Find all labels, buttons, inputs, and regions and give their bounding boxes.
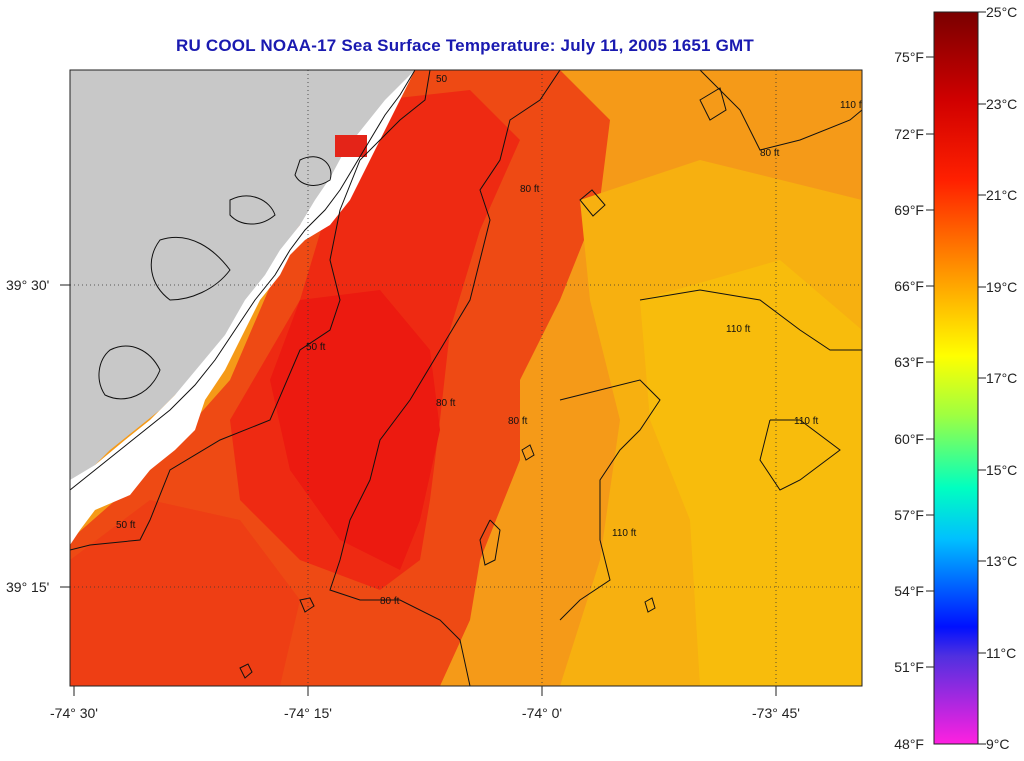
cb-celsius-label: 15°C [986,462,1017,478]
lon-label: -73° 45' [752,705,800,721]
cb-celsius-label: 23°C [986,96,1017,112]
contour-label: 110 ft [794,416,818,427]
cb-fahrenheit-label: 51°F [894,659,924,675]
colorbar-ticks [926,11,986,745]
colorbar [933,11,979,745]
lon-label: -74° 0' [522,705,562,721]
contour-label: 110 ft [840,100,864,111]
contour-label: 50 ft [116,520,136,531]
cb-celsius-label: 11°C [986,645,1016,661]
lat-lon-grid [70,70,862,686]
cb-fahrenheit-label: 69°F [894,202,924,218]
sst-band-cool2 [640,260,862,686]
cb-fahrenheit-label: 54°F [894,583,924,599]
lat-label: 39° 30' [6,277,49,293]
contour-label: 80 ft [436,398,456,409]
axis-ticks [60,284,777,696]
contour-label: 80 ft [520,184,540,195]
map-title: RU COOL NOAA-17 Sea Surface Temperature:… [176,36,754,55]
contour-label: 80 ft [760,148,780,159]
cb-fahrenheit-label: 75°F [894,49,924,65]
cb-celsius-label: 9°C [986,736,1010,752]
cb-celsius-label: 17°C [986,370,1017,386]
cb-fahrenheit-label: 60°F [894,431,924,447]
contour-label: 80 ft [508,416,528,427]
contour-label: 50 [436,74,448,85]
cb-celsius-label: 19°C [986,279,1017,295]
contour-label: 110 ft [612,528,636,539]
cb-fahrenheit-label: 63°F [894,354,924,370]
lat-label: 39° 15' [6,579,49,595]
cb-celsius-label: 25°C [986,4,1017,20]
cb-celsius-label: 21°C [986,187,1017,203]
contour-label: 110 ft [726,324,750,335]
map-frame [69,69,863,687]
bathymetry-contours [70,70,862,686]
lon-label: -74° 30' [50,705,98,721]
cb-fahrenheit-label: 72°F [894,126,924,142]
coastline [70,70,416,491]
sst-band-south [70,500,300,686]
contour-label: 80 ft [380,596,400,607]
contour-label: 50 ft [306,342,326,353]
sst-band-core [270,290,440,570]
land-area [70,70,415,490]
cb-celsius-label: 13°C [986,553,1017,569]
cloud-mask [70,70,415,545]
cb-fahrenheit-label: 57°F [894,507,924,523]
lon-label: -74° 15' [284,705,332,721]
cb-fahrenheit-label: 66°F [894,278,924,294]
bay-outline [98,156,332,400]
cb-fahrenheit-label: 48°F [894,736,924,752]
